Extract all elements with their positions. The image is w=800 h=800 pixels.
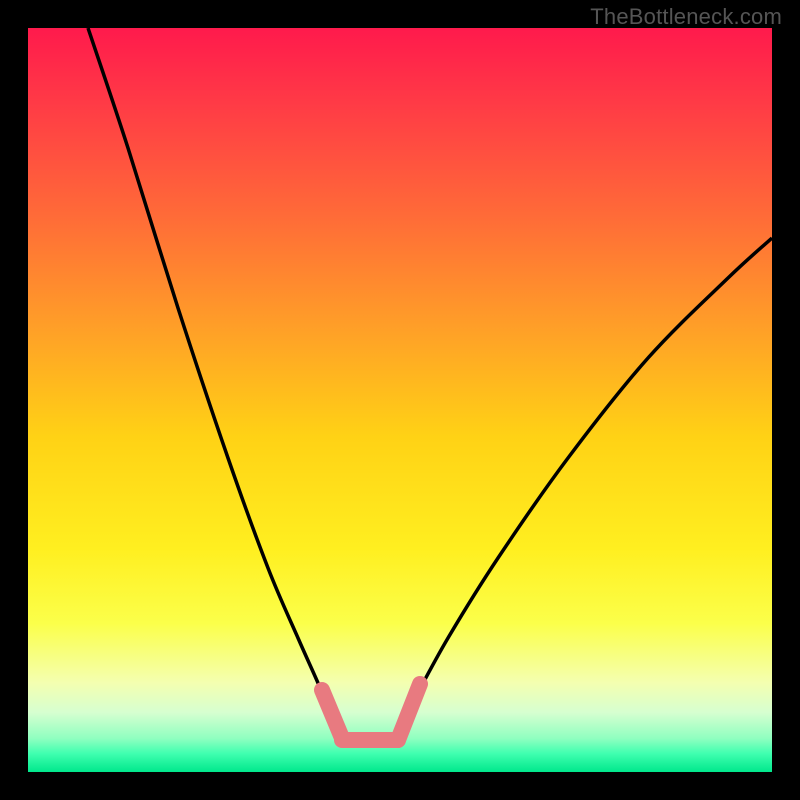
plot-area: [28, 28, 772, 772]
curve-layer: [28, 28, 772, 772]
optimal-range-highlight: [322, 684, 420, 740]
bottleneck-curve: [88, 28, 772, 740]
watermark-text: TheBottleneck.com: [590, 4, 782, 30]
